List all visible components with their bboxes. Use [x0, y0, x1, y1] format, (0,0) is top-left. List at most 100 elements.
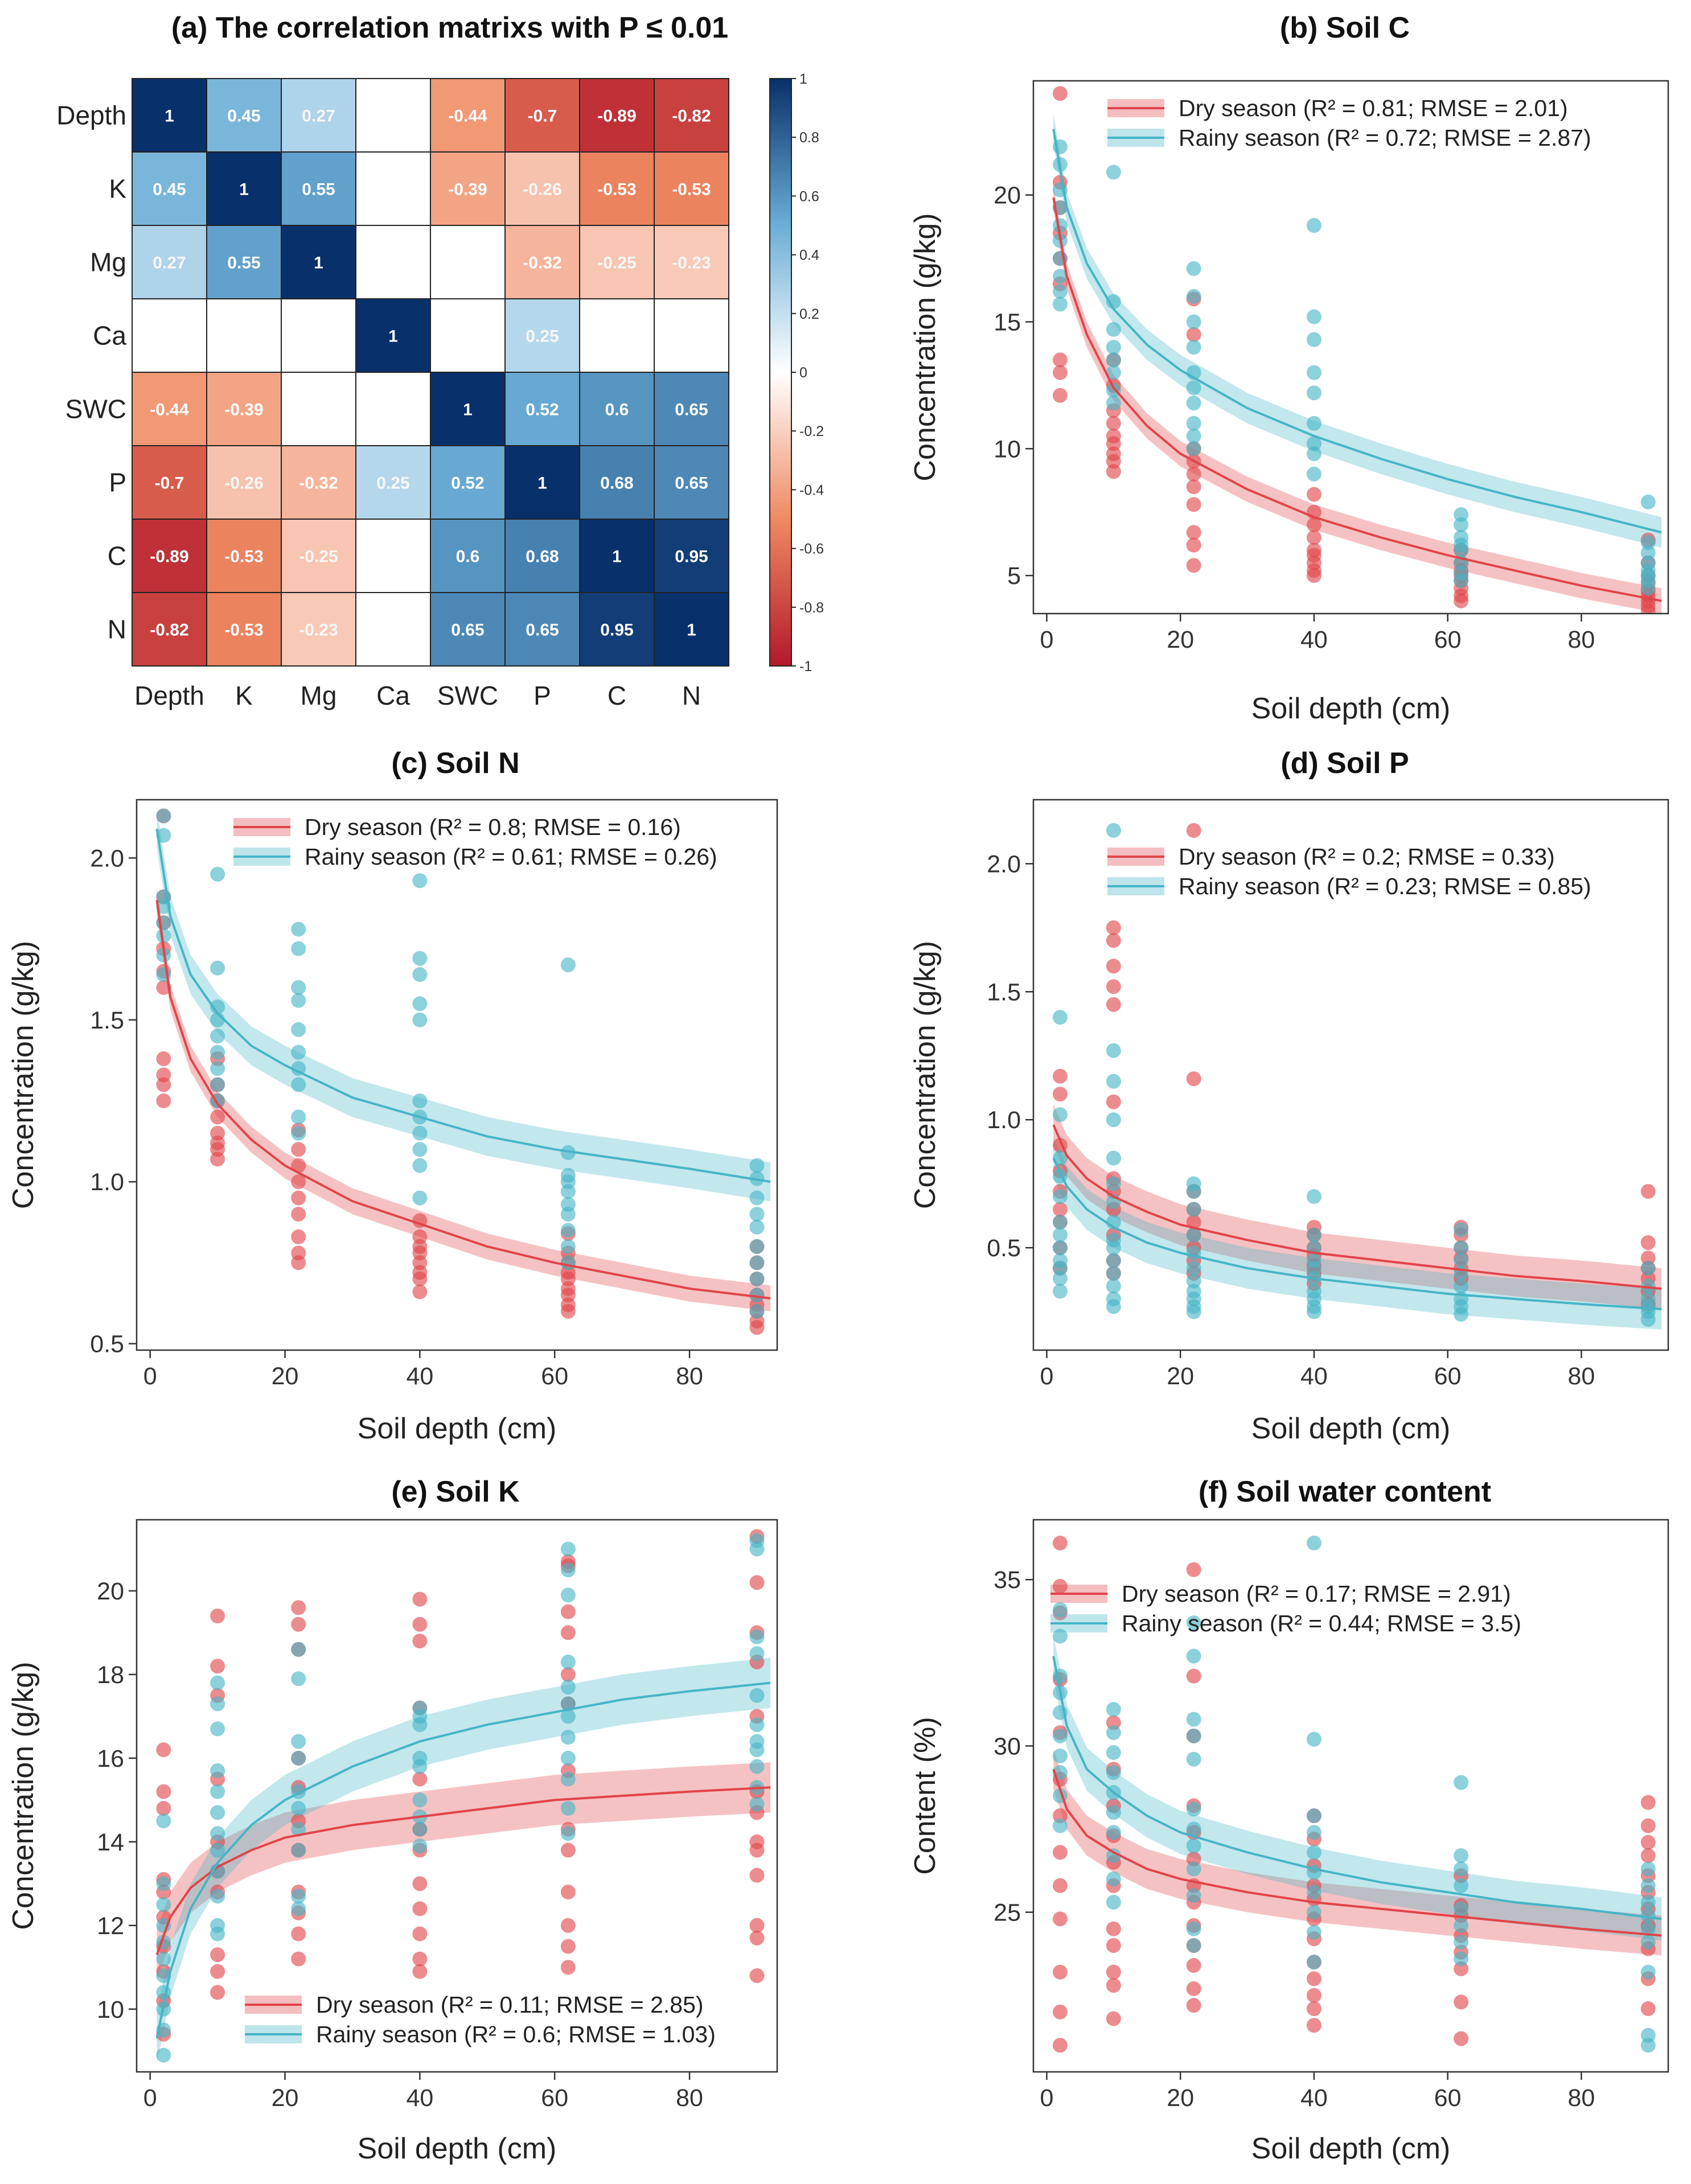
data-point-dry: [156, 1784, 171, 1799]
panel-title: (b) Soil C: [1280, 11, 1410, 44]
data-point-rainy: [1640, 1312, 1656, 1327]
heatmap-cell-value: 1: [314, 254, 323, 273]
data-point-rainy: [412, 1125, 428, 1141]
data-point-dry: [156, 1051, 171, 1067]
heatmap-col-label: K: [235, 681, 253, 710]
data-point-dry: [1454, 2031, 1469, 2046]
x-tick-label: 60: [1434, 626, 1462, 653]
legend-label: Rainy season (R² = 0.44; RMSE = 3.5): [1122, 1610, 1521, 1636]
fit-line-rainy: [1052, 129, 1662, 534]
x-axis-label: Soil depth (cm): [1251, 2132, 1451, 2165]
y-axis-label: Concentration (g/kg): [7, 1661, 40, 1930]
data-point-rainy: [749, 1219, 765, 1235]
heatmap-cell-value: 1: [612, 548, 622, 566]
heatmap-cell: [504, 151, 580, 226]
data-point-rainy: [560, 957, 576, 973]
heatmap-cell-value: 0.6: [456, 548, 480, 566]
data-point-dry: [1640, 1818, 1656, 1833]
data-point-rainy: [1106, 396, 1121, 411]
heatmap-cell-value: 0.52: [451, 474, 484, 493]
data-point-dry: [291, 1600, 306, 1615]
y-tick-label: 1.5: [90, 1007, 124, 1034]
data-point-rainy: [1454, 1861, 1469, 1877]
data-point-rainy: [1454, 1240, 1469, 1256]
data-point-rainy: [1186, 1802, 1201, 1817]
x-tick-label: 40: [406, 1363, 433, 1390]
data-point-rainy: [291, 1801, 306, 1816]
data-point-rainy: [291, 1022, 306, 1037]
data-point-dry: [1106, 979, 1121, 994]
data-point-rainy: [210, 1675, 225, 1691]
heatmap-cell-value: -0.53: [224, 548, 263, 566]
data-point-rainy: [1052, 1215, 1068, 1230]
data-point-dry: [560, 1667, 576, 1682]
data-point-rainy: [1306, 1731, 1321, 1747]
data-point-rainy: [1640, 545, 1656, 561]
y-tick-label: 25: [994, 1899, 1021, 1927]
data-point-dry: [1640, 1795, 1656, 1810]
plot-frame: [1032, 80, 1669, 615]
data-point-dry: [1052, 1911, 1068, 1927]
data-point-rainy: [1640, 1261, 1656, 1276]
heatmap-row-label: Depth: [56, 101, 126, 130]
data-point-rainy: [1306, 1189, 1321, 1204]
data-point-rainy: [1106, 1253, 1121, 1268]
data-point-rainy: [1186, 1838, 1201, 1853]
data-point-dry: [1640, 1184, 1656, 1199]
x-tick-label: 0: [1040, 1363, 1054, 1390]
data-point-rainy: [291, 1889, 306, 1904]
data-point-rainy: [210, 1029, 225, 1044]
y-axis-label: Concentration (g/kg): [7, 941, 40, 1209]
data-point-dry: [1106, 920, 1121, 935]
data-point-dry: [1052, 352, 1068, 368]
x-tick-label: 20: [272, 2084, 299, 2112]
data-point-rainy: [156, 1918, 171, 1933]
data-point-rainy: [1106, 322, 1121, 337]
data-point-rainy: [749, 1271, 765, 1286]
heatmap-cell-value: 0.65: [675, 474, 708, 493]
heatmap-cell-value: 0.27: [302, 107, 335, 126]
data-point-rainy: [560, 1562, 576, 1578]
data-point-rainy: [749, 1158, 765, 1173]
data-point-rainy: [560, 1826, 576, 1841]
data-point-rainy: [1052, 1010, 1068, 1025]
heatmap-cell: [132, 445, 207, 520]
data-point-rainy: [412, 1142, 428, 1157]
data-point-rainy: [1454, 1253, 1469, 1268]
data-point-dry: [749, 1868, 765, 1883]
data-point-dry: [1186, 1958, 1201, 1973]
heatmap-cell-value: 0.55: [227, 254, 260, 273]
fit-line-dry: [155, 900, 771, 1299]
data-point-rainy: [749, 1717, 765, 1733]
data-point-rainy: [1640, 1921, 1656, 1936]
y-tick-label: 14: [97, 1829, 124, 1856]
data-point-rainy: [1052, 1748, 1068, 1763]
data-point-rainy: [1306, 1304, 1321, 1319]
data-point-dry: [560, 1625, 576, 1640]
x-tick-label: 80: [1567, 2084, 1595, 2112]
heatmap-cell: [504, 298, 580, 373]
data-point-rainy: [1454, 1848, 1469, 1864]
data-point-dry: [1052, 1578, 1068, 1594]
data-point-dry: [291, 1174, 306, 1190]
fit-line-dry: [1052, 1768, 1662, 1937]
data-point-rainy: [1052, 1602, 1068, 1617]
data-point-rainy: [1454, 542, 1469, 558]
data-point-dry: [1640, 2001, 1656, 2016]
data-point-rainy: [749, 1759, 765, 1774]
heatmap-row-label: P: [109, 468, 126, 497]
heatmap-cell-value: -0.39: [448, 180, 487, 199]
data-point-rainy: [291, 1044, 306, 1060]
data-point-rainy: [1106, 1150, 1121, 1166]
fit-line-rainy: [155, 1681, 771, 2039]
data-point-dry: [291, 1190, 306, 1206]
data-point-rainy: [1186, 261, 1201, 276]
data-point-rainy: [560, 1541, 576, 1557]
data-point-dry: [156, 980, 171, 995]
data-point-rainy: [1306, 218, 1321, 233]
data-point-dry: [156, 1801, 171, 1816]
data-point-dry: [1186, 1668, 1201, 1684]
data-point-dry: [291, 1158, 306, 1173]
data-point-rainy: [560, 1801, 576, 1816]
